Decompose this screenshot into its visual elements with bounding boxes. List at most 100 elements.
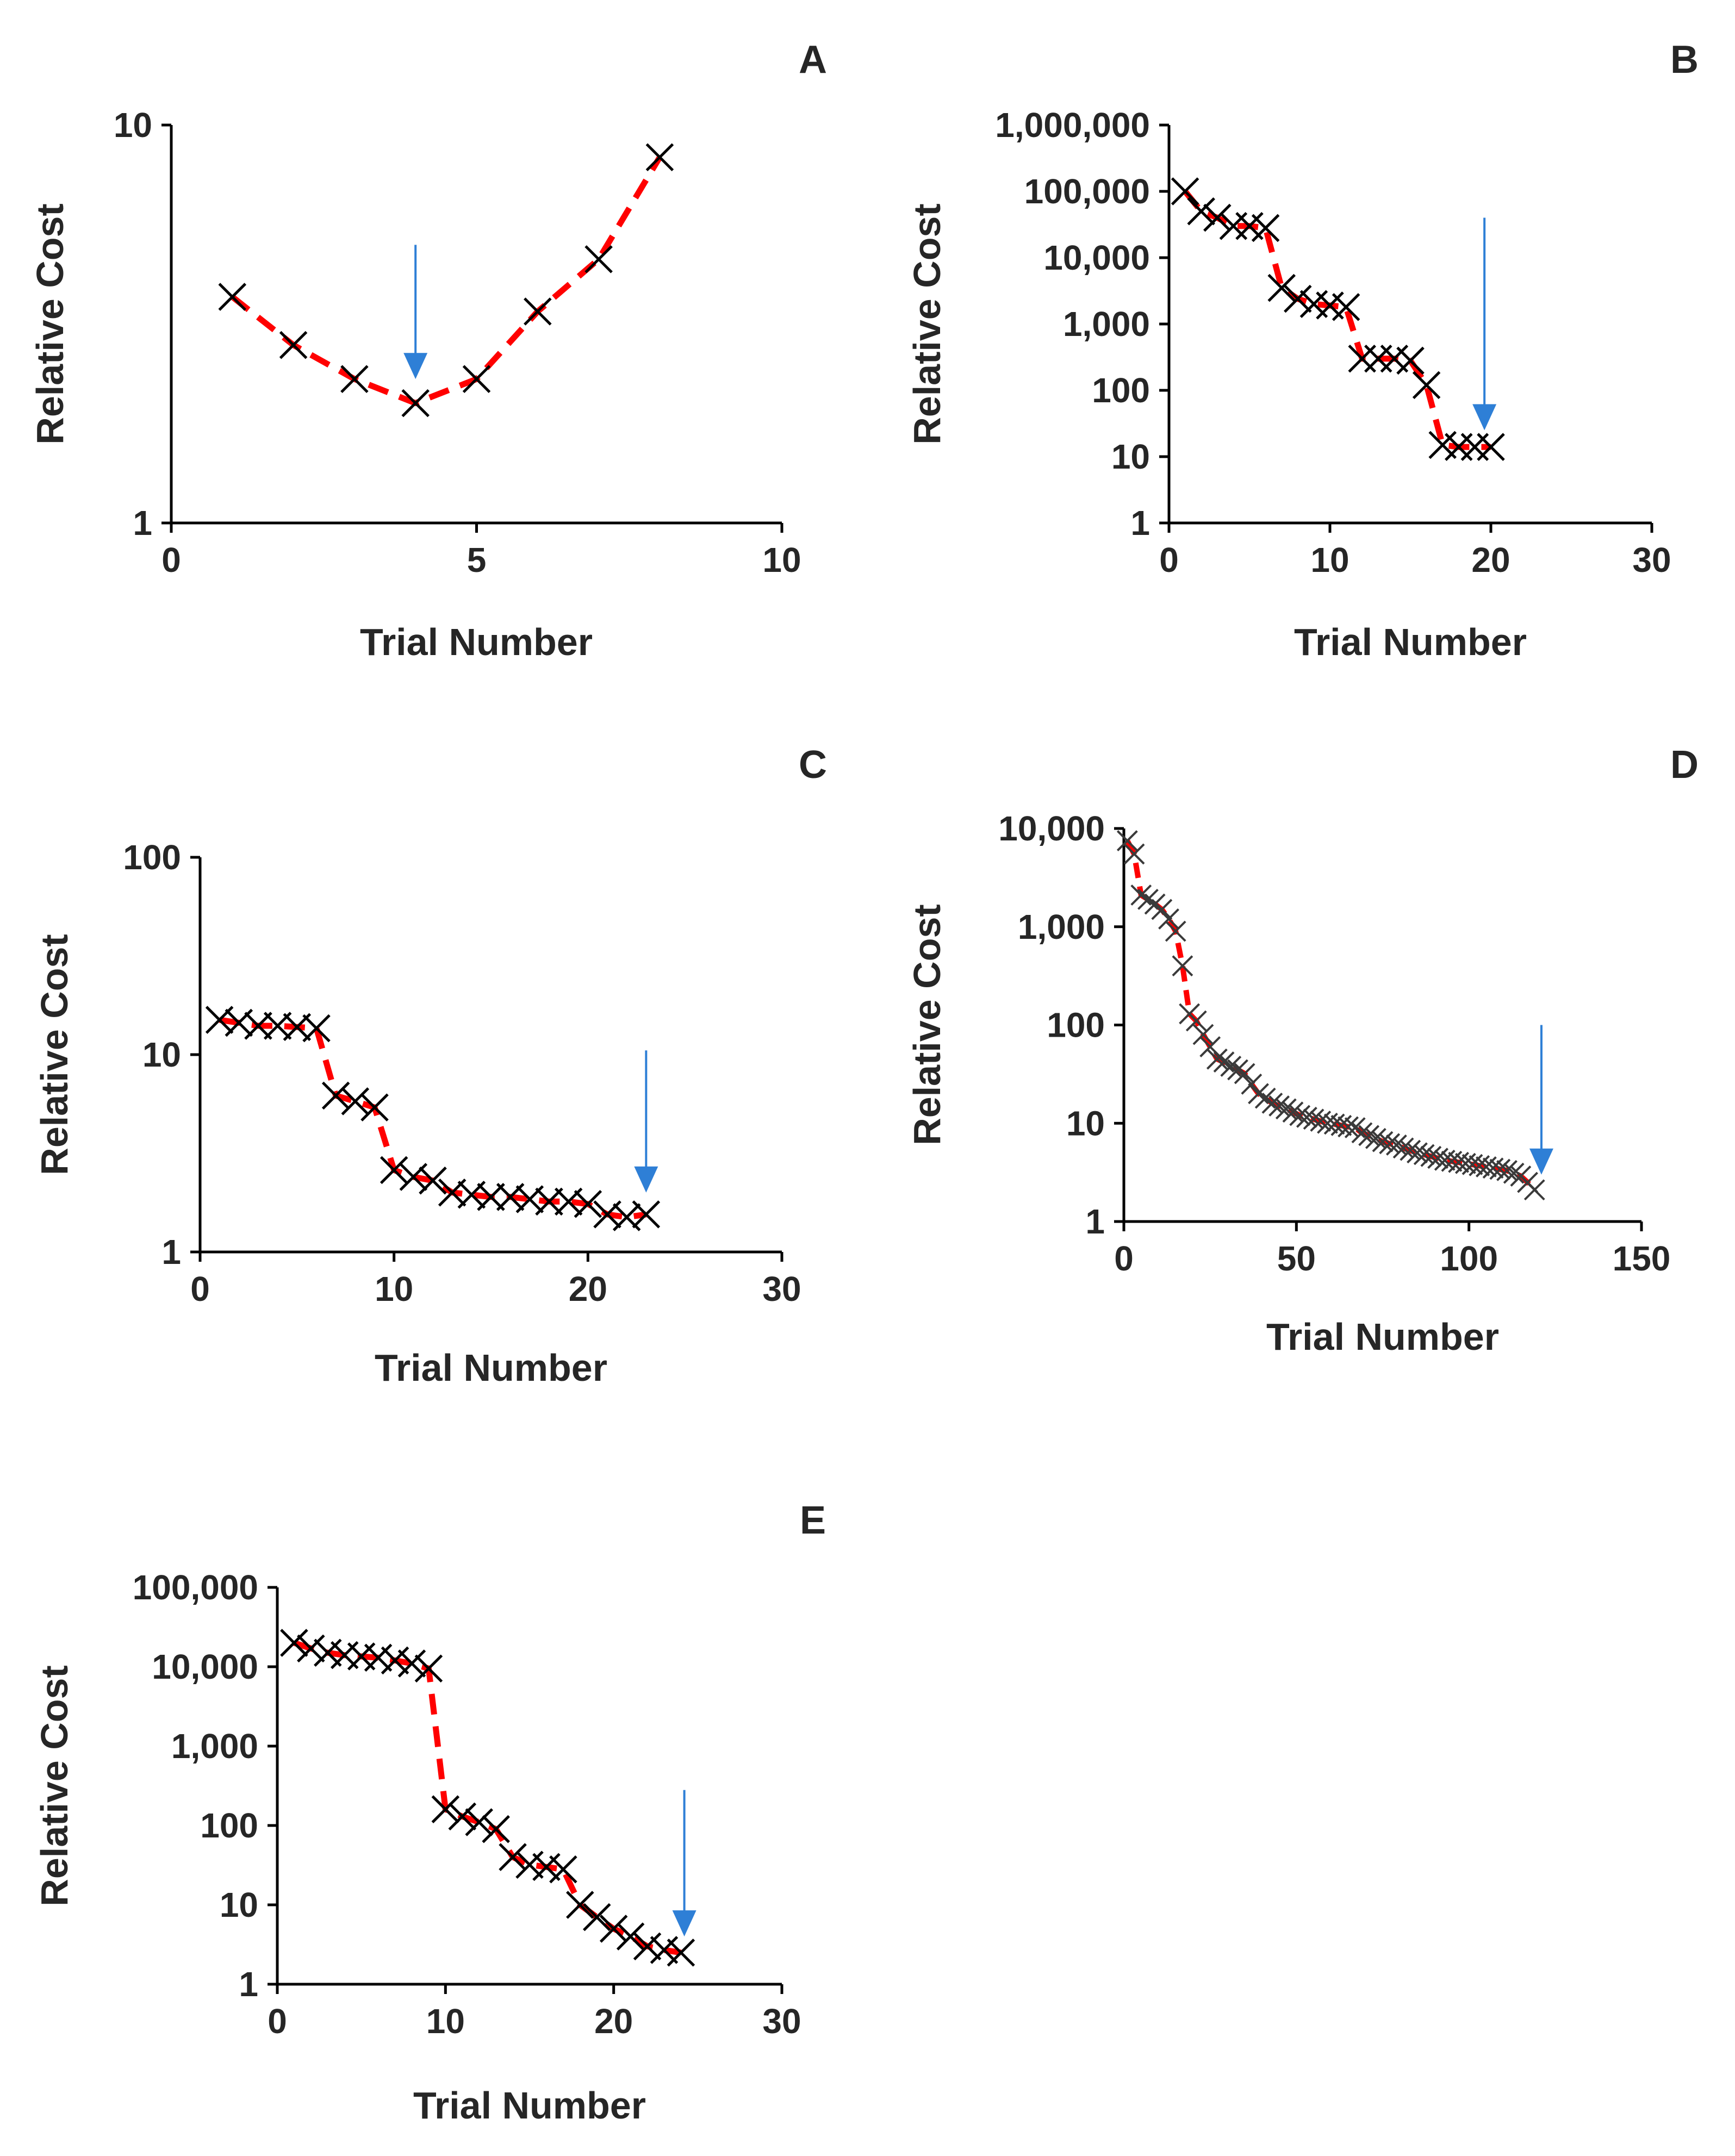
- data-point: [360, 1093, 389, 1121]
- y-tick-label: 10: [142, 1035, 181, 1074]
- data-point: [1482, 1157, 1504, 1179]
- data-point: [1489, 1158, 1511, 1180]
- data-point: [1303, 1108, 1324, 1130]
- x-tick-label: 10: [426, 2002, 465, 2041]
- x-tick-label: 0: [190, 1269, 210, 1308]
- data-point: [650, 1936, 679, 1964]
- x-tick-label: 0: [161, 540, 181, 579]
- data-point: [1427, 1148, 1448, 1169]
- data-point: [218, 283, 247, 311]
- data-point: [1462, 1154, 1483, 1175]
- data-point: [1392, 1137, 1414, 1159]
- x-tick-label: 30: [1632, 540, 1671, 579]
- data-point: [566, 1891, 594, 1919]
- data-point: [633, 1932, 662, 1961]
- data-point: [448, 1802, 477, 1831]
- data-point: [340, 365, 369, 393]
- y-tick-label: 1,000: [171, 1727, 258, 1766]
- data-point: [1323, 1113, 1345, 1135]
- x-tick-label: 30: [762, 1269, 801, 1308]
- data-point: [1251, 214, 1280, 242]
- data-point: [364, 1643, 393, 1672]
- data-point: [1268, 1095, 1290, 1117]
- y-tick-label: 1: [1130, 503, 1150, 543]
- y-axis-title: Relative Cost: [906, 203, 948, 444]
- data-point: [1412, 371, 1441, 400]
- panel-label: C: [799, 743, 827, 787]
- data-point: [482, 1815, 510, 1843]
- x-tick-label: 20: [569, 1269, 607, 1308]
- data-point: [1282, 1101, 1304, 1123]
- x-tick-label: 50: [1277, 1239, 1316, 1278]
- data-point: [549, 1855, 577, 1884]
- y-tick-label: 100: [200, 1806, 258, 1845]
- data-point: [1365, 1127, 1386, 1149]
- data-point: [302, 1014, 331, 1043]
- data-point: [321, 1081, 350, 1110]
- data-point: [1192, 1024, 1214, 1045]
- y-tick-label: 10: [1066, 1104, 1105, 1143]
- data-point: [499, 1843, 527, 1871]
- data-point: [341, 1087, 370, 1116]
- data-point: [1116, 830, 1138, 851]
- y-tick-label: 1,000,000: [995, 105, 1150, 145]
- data-point: [1151, 899, 1173, 920]
- data-point: [244, 1012, 272, 1040]
- data-point: [1130, 884, 1152, 906]
- data-point: [1310, 1111, 1332, 1132]
- y-tick-label: 10: [220, 1885, 258, 1924]
- data-point: [1372, 1131, 1394, 1152]
- y-axis-title: Relative Cost: [906, 904, 948, 1145]
- data-point: [1275, 1098, 1297, 1120]
- data-point: [1338, 1116, 1359, 1138]
- y-axis-title: Relative Cost: [33, 934, 76, 1175]
- y-tick-label: 1: [133, 503, 152, 543]
- arrow-head: [1529, 1148, 1553, 1175]
- data-point: [667, 1939, 695, 1967]
- y-tick-label: 100: [123, 838, 181, 877]
- data-point: [1203, 203, 1232, 232]
- data-point: [616, 1922, 645, 1951]
- x-tick-label: 10: [375, 1269, 413, 1308]
- data-point: [1261, 1092, 1283, 1114]
- data-point: [1407, 1142, 1428, 1164]
- data-point: [1475, 1156, 1497, 1177]
- x-tick-label: 20: [594, 2002, 633, 2041]
- y-tick-label: 1,000: [1018, 907, 1105, 946]
- data-point: [1413, 1144, 1435, 1166]
- data-point: [1503, 1162, 1525, 1184]
- x-tick-label: 5: [467, 540, 487, 579]
- data-point: [297, 1634, 325, 1663]
- data-point: [280, 1629, 308, 1657]
- series-line: [230, 155, 663, 407]
- data-point: [1123, 843, 1145, 865]
- x-tick-label: 10: [762, 540, 801, 579]
- data-point: [582, 1903, 611, 1931]
- data-point: [1248, 1083, 1269, 1105]
- data-point: [419, 1166, 447, 1195]
- y-tick-label: 10,000: [998, 809, 1105, 848]
- data-point: [1296, 1106, 1317, 1128]
- x-axis-title: Trial Number: [360, 621, 593, 663]
- data-point: [1206, 1048, 1228, 1070]
- data-point: [1330, 1114, 1352, 1136]
- data-point: [1523, 1179, 1545, 1201]
- y-tick-label: 1,000: [1063, 304, 1150, 344]
- data-point: [1185, 1010, 1207, 1032]
- data-point: [1400, 1139, 1421, 1161]
- data-point: [477, 1183, 505, 1211]
- y-tick-label: 1: [161, 1232, 181, 1272]
- series-line: [293, 1640, 682, 1956]
- y-axis-title: Relative Cost: [33, 1665, 76, 1906]
- y-tick-label: 10: [114, 105, 152, 145]
- data-point: [279, 331, 308, 359]
- panel-label: D: [1670, 743, 1699, 787]
- data-point: [380, 1156, 408, 1185]
- data-point: [1332, 293, 1360, 321]
- data-point: [431, 1795, 460, 1823]
- data-point: [1284, 284, 1312, 313]
- data-point: [574, 1190, 602, 1218]
- data-point: [1358, 1125, 1380, 1146]
- x-axis-title: Trial Number: [375, 1347, 607, 1389]
- data-point: [414, 1654, 443, 1683]
